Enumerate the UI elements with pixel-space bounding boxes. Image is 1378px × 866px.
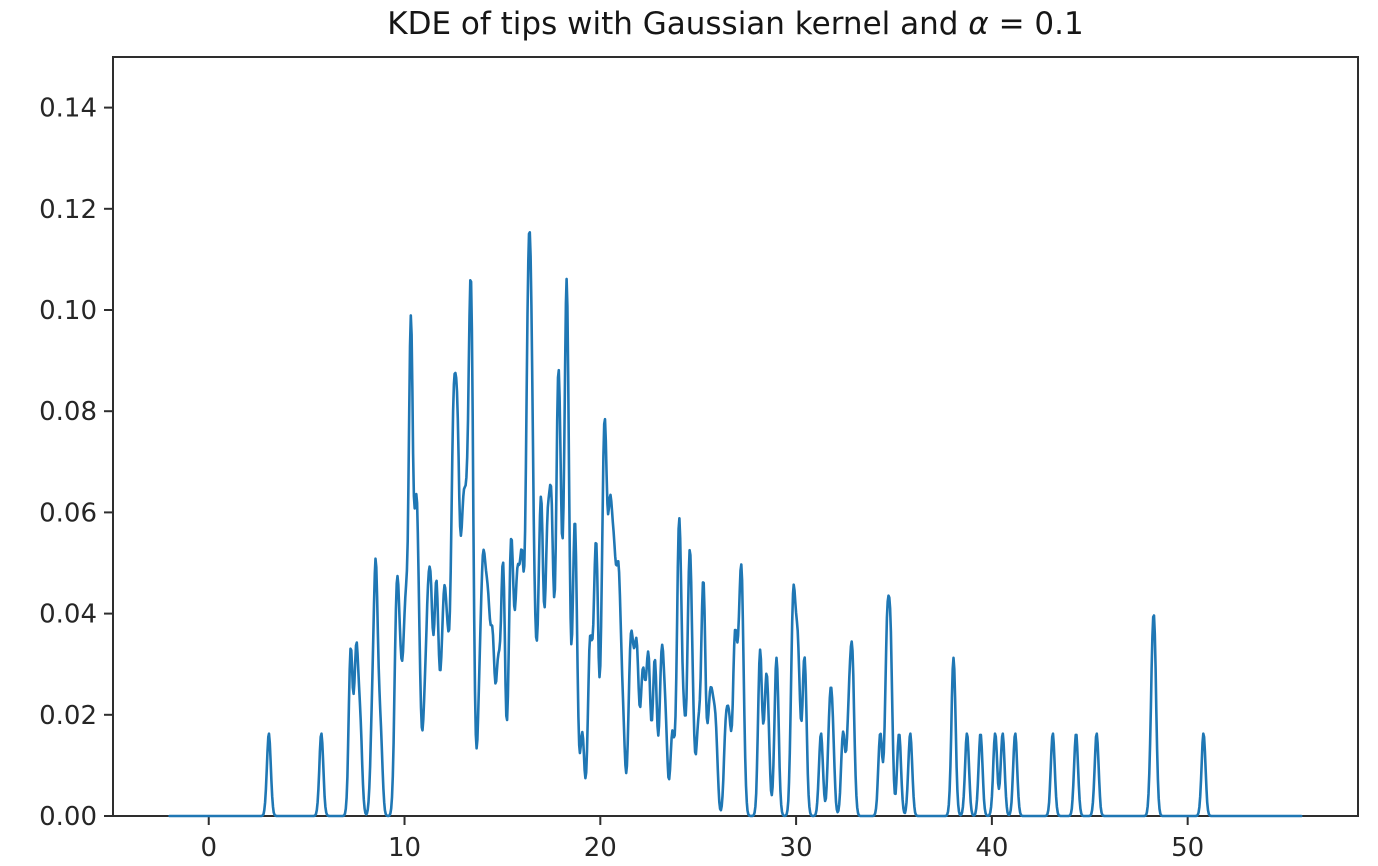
alpha-symbol: α <box>968 6 989 42</box>
x-axis-tick-label: 10 <box>388 833 421 863</box>
y-axis-tick-label: 0.02 <box>39 701 97 731</box>
y-axis-tick-label: 0.04 <box>39 600 97 630</box>
axes-spines <box>112 56 1359 817</box>
x-axis-tick-label: 20 <box>584 833 617 863</box>
chart-title-text: KDE of tips with Gaussian kernel and <box>387 6 969 42</box>
chart-title-alpha-value: = 0.1 <box>988 6 1084 42</box>
x-axis-tick-label: 50 <box>1171 833 1204 863</box>
x-axis-tick-label: 30 <box>780 833 813 863</box>
x-axis-tick-label: 0 <box>200 833 217 863</box>
y-axis-tick-label: 0.10 <box>39 296 97 326</box>
chart-title: KDE of tips with Gaussian kernel and α =… <box>113 6 1358 42</box>
x-axis-tick-label: 40 <box>975 833 1008 863</box>
y-axis-tick-label: 0.12 <box>39 195 97 225</box>
y-axis-tick-label: 0.14 <box>39 94 97 124</box>
y-axis-tick-label: 0.06 <box>39 498 97 528</box>
kde-line <box>168 231 1303 818</box>
y-axis-tick-label: 0.00 <box>39 802 97 832</box>
y-axis-tick-label: 0.08 <box>39 397 97 427</box>
